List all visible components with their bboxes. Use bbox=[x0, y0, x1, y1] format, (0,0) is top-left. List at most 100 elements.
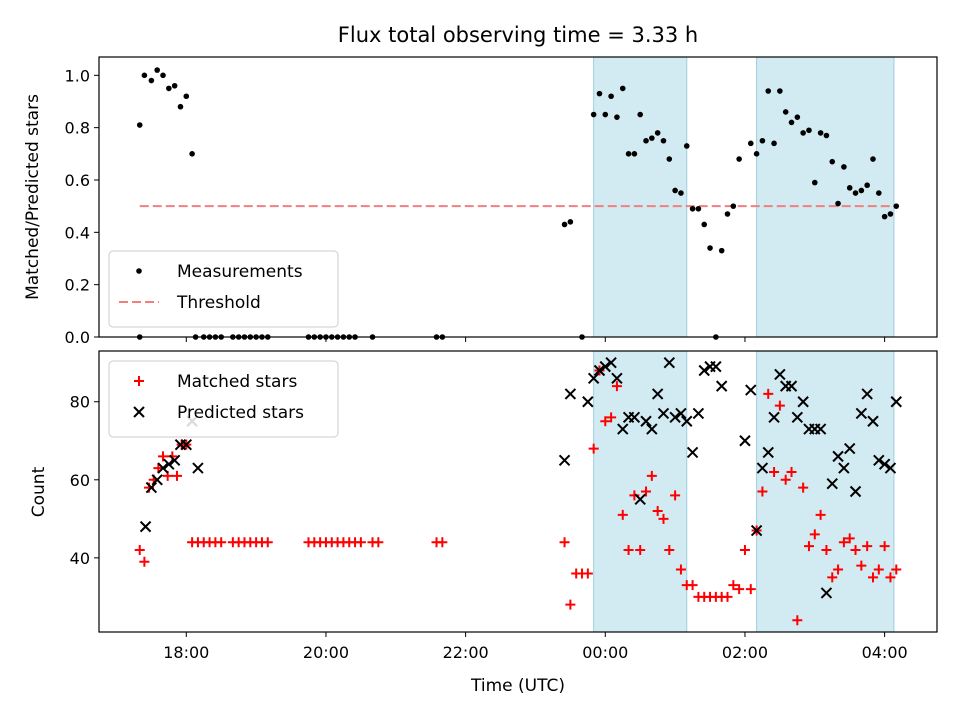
plot-frame bbox=[98, 56, 938, 338]
matched-star-point bbox=[757, 486, 768, 497]
measurement-point bbox=[707, 245, 713, 251]
matched-star-point bbox=[803, 541, 814, 552]
matched-star-point bbox=[216, 537, 227, 548]
y-tick-label: 80 bbox=[70, 393, 90, 412]
measurement-point bbox=[148, 77, 155, 84]
matched-star-point bbox=[437, 537, 448, 548]
matched-star-point bbox=[355, 537, 366, 548]
measurement-point bbox=[154, 67, 160, 73]
legend-marker-measurements bbox=[136, 268, 142, 274]
top-y-axis-label: Matched/Predicted stars bbox=[23, 94, 43, 300]
predicted-star-point bbox=[698, 364, 710, 377]
matched-star-point bbox=[862, 541, 873, 552]
matched-star-point bbox=[600, 416, 611, 427]
matched-star-point bbox=[658, 513, 669, 524]
matched-star-point bbox=[798, 482, 809, 493]
measurement-point bbox=[811, 179, 818, 186]
matched-star-point bbox=[646, 470, 657, 481]
predicted-star-point bbox=[681, 415, 693, 427]
matched-star-point bbox=[891, 564, 902, 575]
predicted-star-point bbox=[558, 454, 571, 466]
predicted-star-point bbox=[139, 520, 152, 533]
matched-star-point bbox=[734, 584, 745, 595]
predicted-star-point bbox=[745, 384, 757, 396]
matched-star-point bbox=[559, 537, 570, 548]
measurement-point bbox=[683, 143, 690, 149]
predicted-star-point bbox=[628, 411, 641, 424]
predicted-star-point bbox=[151, 474, 163, 486]
measurement-point bbox=[893, 203, 900, 209]
legend-box bbox=[108, 250, 339, 328]
y-tick-label: 60 bbox=[70, 471, 90, 490]
measurement-point bbox=[858, 187, 865, 194]
predicted-star-point bbox=[582, 396, 594, 408]
measurement-point bbox=[666, 156, 673, 162]
legend-box bbox=[108, 360, 339, 438]
predicted-star-point bbox=[820, 587, 833, 599]
measurement-point bbox=[870, 156, 876, 162]
measurement-point bbox=[614, 114, 620, 120]
predicted-star-point bbox=[145, 481, 158, 494]
measurement-point bbox=[654, 130, 661, 136]
predicted-star-point bbox=[180, 438, 192, 451]
matched-star-point bbox=[687, 580, 698, 591]
y-tick-label: 1.0 bbox=[65, 66, 90, 85]
matched-star-point bbox=[833, 564, 844, 575]
measurement-point bbox=[141, 72, 148, 79]
predicted-star-point bbox=[192, 462, 204, 474]
predicted-star-point bbox=[849, 485, 862, 498]
predicted-star-point bbox=[814, 423, 827, 435]
measurement-point bbox=[619, 85, 626, 92]
highlight-span-2 bbox=[756, 350, 895, 633]
matched-star-point bbox=[745, 584, 756, 595]
measurement-point bbox=[846, 185, 853, 191]
measurement-point bbox=[718, 247, 725, 254]
matched-star-point bbox=[134, 545, 145, 556]
plot-frame bbox=[98, 350, 938, 633]
measurement-point bbox=[171, 82, 178, 89]
predicted-star-point bbox=[163, 458, 175, 470]
predicted-star-point bbox=[634, 493, 646, 506]
highlight-span-1 bbox=[593, 56, 688, 338]
measurement-point bbox=[183, 93, 190, 100]
predicted-star-point bbox=[646, 423, 658, 435]
matched-star-point bbox=[809, 529, 820, 540]
measurement-point bbox=[701, 221, 708, 228]
matched-star-point bbox=[769, 466, 780, 477]
measurement-point bbox=[136, 122, 143, 128]
matched-star-point bbox=[728, 580, 739, 591]
measurement-point bbox=[643, 137, 649, 144]
measurement-point bbox=[806, 127, 812, 134]
matched-star-point bbox=[675, 564, 686, 575]
x-tick-label: 20:00 bbox=[303, 643, 349, 662]
measurement-point bbox=[596, 90, 603, 97]
matched-star-point bbox=[641, 486, 652, 497]
matched-star-point bbox=[652, 506, 663, 517]
predicted-star-point bbox=[605, 357, 617, 369]
x-tick-label: 18:00 bbox=[163, 643, 209, 662]
matched-star-point bbox=[827, 572, 838, 583]
measurement-point bbox=[777, 88, 783, 94]
predicted-star-point bbox=[826, 477, 838, 490]
matched-star-point bbox=[582, 568, 593, 579]
measurement-point bbox=[800, 130, 806, 136]
predicted-star-point bbox=[873, 454, 885, 466]
measurement-point bbox=[678, 190, 684, 196]
x-tick-label: 00:00 bbox=[582, 643, 628, 662]
predicted-star-point bbox=[797, 396, 809, 408]
matched-star-point bbox=[670, 490, 681, 501]
measurement-point bbox=[881, 213, 888, 220]
measurement-point bbox=[835, 200, 841, 207]
y-tick-label: 0.6 bbox=[65, 171, 90, 190]
matched-star-point bbox=[774, 400, 785, 411]
matched-star-point bbox=[867, 572, 878, 583]
measurement-point bbox=[567, 219, 574, 225]
measurement-point bbox=[660, 137, 667, 144]
top-panel: 0.0 0.2 0.4 0.6 0.8 1.0 Measurements Threshold bbox=[65, 56, 938, 347]
matched-star-point bbox=[780, 474, 791, 485]
measurement-point bbox=[794, 114, 801, 120]
y-tick-label: 0.4 bbox=[65, 223, 90, 242]
legend-marker-predicted bbox=[133, 406, 145, 418]
measurement-point bbox=[730, 203, 737, 209]
